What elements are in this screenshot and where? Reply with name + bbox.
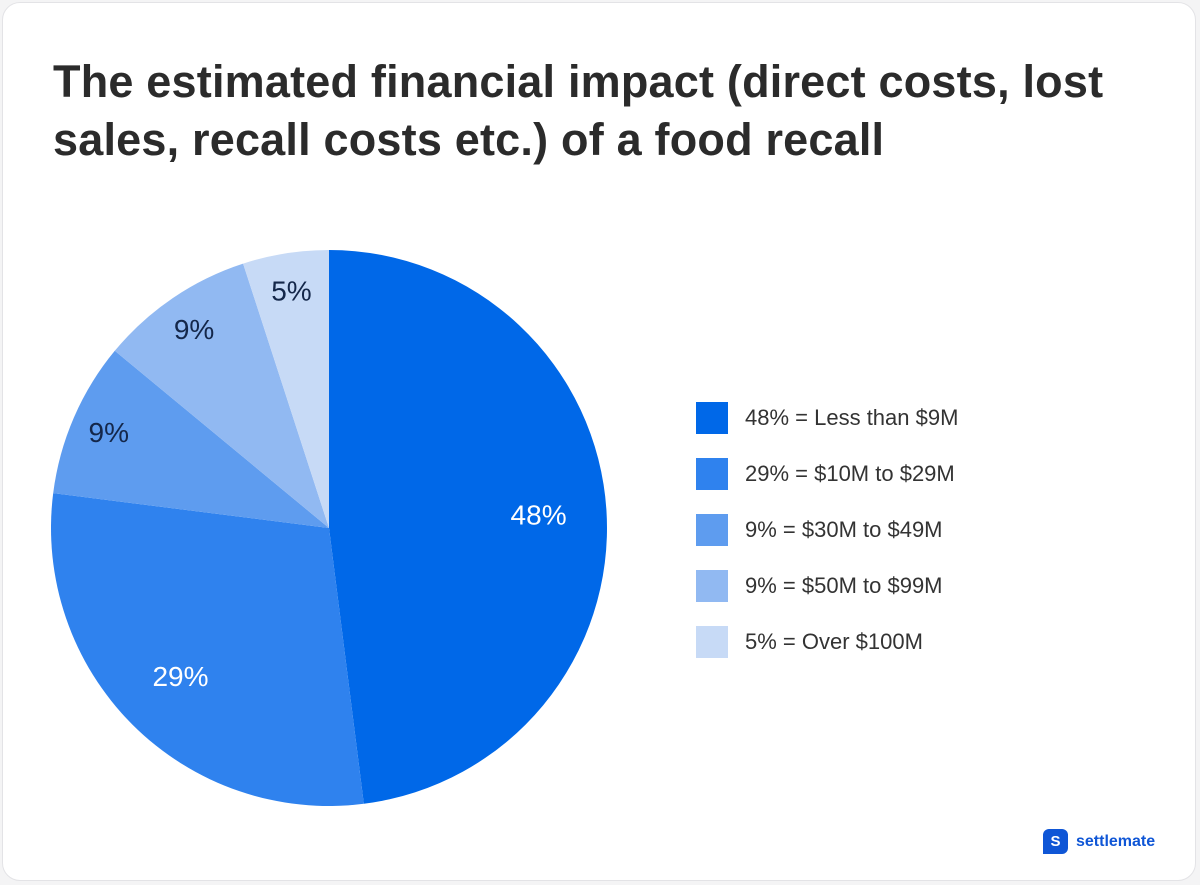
settlemate-logo-icon: S xyxy=(1043,829,1068,854)
slice-label: 5% xyxy=(271,275,311,306)
pie-slice xyxy=(114,263,329,528)
legend-label: 9% = $30M to $49M xyxy=(745,517,943,542)
slice-label: 29% xyxy=(152,661,208,692)
legend-swatch xyxy=(696,458,728,490)
brand: S settlemate xyxy=(1043,829,1155,854)
legend-item: 29% = $10M to $29M xyxy=(696,457,958,491)
slice-label: 48% xyxy=(511,499,567,530)
chart-title: The estimated financial impact (direct c… xyxy=(53,56,1104,165)
pie-slice xyxy=(243,250,329,528)
slice-label: 9% xyxy=(174,314,214,345)
legend-swatch xyxy=(696,402,728,434)
legend-swatch xyxy=(696,570,728,602)
legend: 48% = Less than $9M 29% = $10M to $29M 9… xyxy=(696,401,958,681)
pie-chart: 48% 29% 9% 9% 5% xyxy=(51,250,607,806)
legend-label: 9% = $50M to $99M xyxy=(745,573,943,598)
legend-item: 5% = Over $100M xyxy=(696,625,958,659)
brand-name: settlemate xyxy=(1076,832,1156,850)
pie-slice xyxy=(51,493,364,806)
legend-label: 29% = $10M to $29M xyxy=(745,461,955,486)
legend-item: 48% = Less than $9M xyxy=(696,401,958,435)
legend-item: 9% = $30M to $49M xyxy=(696,513,958,547)
pie-slice xyxy=(53,350,330,528)
pie-slice xyxy=(329,250,607,804)
legend-label: 48% = Less than $9M xyxy=(745,405,959,430)
legend-swatch xyxy=(696,514,728,546)
slice-label: 9% xyxy=(89,417,129,448)
legend-swatch xyxy=(696,626,728,658)
legend-item: 9% = $50M to $99M xyxy=(696,569,958,603)
legend-label: 5% = Over $100M xyxy=(745,629,923,654)
